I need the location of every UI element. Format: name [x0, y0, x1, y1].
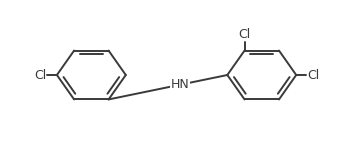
Text: Cl: Cl [238, 28, 251, 41]
Text: Cl: Cl [307, 69, 319, 81]
Text: HN: HN [170, 78, 189, 91]
Text: Cl: Cl [34, 69, 46, 81]
